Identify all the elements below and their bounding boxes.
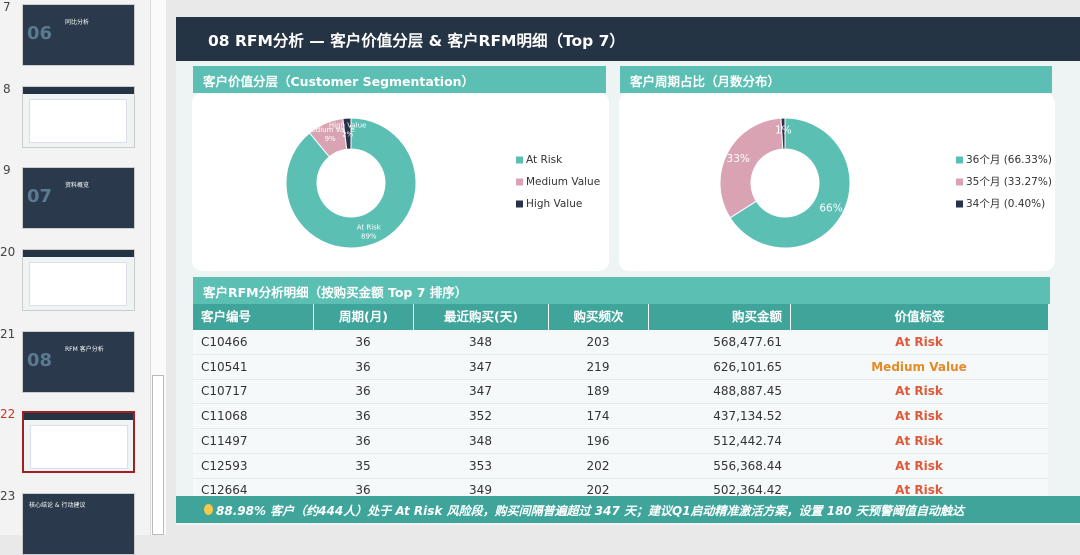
chart-card (619, 93, 1055, 271)
scroll-thumb[interactable] (152, 375, 164, 535)
table-cell: 488,887.45 (713, 384, 782, 399)
slide-thumbnail[interactable]: 核心结论 & 行动建议 (22, 493, 135, 555)
slide-thumbnail[interactable]: 06 同比分析 (22, 4, 135, 66)
bulb-icon (204, 504, 213, 515)
slide-number: 8 (3, 82, 11, 96)
table-cell: 36 (355, 409, 371, 424)
table-cell: C12593 (201, 458, 248, 473)
column-header-row (193, 304, 1048, 330)
row-divider (193, 477, 1048, 479)
table-cell: 568,477.61 (713, 335, 782, 349)
row-divider (193, 378, 1048, 380)
table-cell: 202 (586, 458, 610, 473)
slide-thumbnail[interactable] (22, 86, 135, 148)
table-cell: 349 (469, 483, 492, 498)
table-cell: C10466 (201, 335, 248, 349)
chart-card (192, 93, 609, 271)
table-cell: 203 (586, 335, 610, 349)
row-divider (193, 452, 1048, 454)
row-divider (193, 403, 1048, 405)
slide-thumbnail[interactable] (22, 411, 135, 473)
thumb-title: 同比分析 (65, 19, 90, 26)
slide-thumbnail[interactable] (22, 249, 135, 311)
panel-header: 客户周期占比（月数分布） (620, 66, 1052, 93)
table-body (193, 304, 1048, 509)
table-cell: 174 (586, 409, 610, 424)
table-cell: 347 (469, 359, 492, 374)
slide: 08 RFM分析 — 客户价值分层 & 客户RFM明细（Top 7） 客户价值分… (176, 17, 1080, 525)
thumb-bar (23, 87, 134, 94)
slide-number: 7 (3, 0, 11, 14)
table-cell: 353 (469, 458, 492, 473)
thumb-number: 06 (27, 23, 53, 44)
table-cell: 196 (586, 433, 610, 448)
thumb-content (30, 425, 128, 469)
slide-number: 22 (0, 407, 16, 421)
value-tag: Medium Value (871, 359, 967, 374)
value-tag: At Risk (895, 483, 943, 498)
table-cell: 36 (355, 384, 371, 399)
table-cell: 189 (586, 384, 610, 399)
column-header: 购买金额 (648, 304, 790, 330)
table-cell: 556,368.44 (713, 458, 782, 473)
table-cell: 626,101.65 (713, 359, 782, 374)
value-tag: At Risk (895, 335, 943, 349)
slide-number: 20 (0, 245, 16, 259)
column-header: 客户编号 (201, 309, 252, 324)
column-header: 价值标签 (790, 304, 1048, 330)
panel-header: 客户价值分层（Customer Segmentation） (193, 66, 606, 93)
slide-thumbnail[interactable]: 07 资料概览 (22, 167, 135, 229)
table-cell: 36 (355, 359, 371, 374)
thumb-title: 核心结论 & 行动建议 (29, 502, 86, 509)
value-tag: At Risk (895, 409, 943, 424)
thumb-bar (23, 250, 134, 257)
table-cell: C10541 (201, 359, 248, 374)
footer-banner: 88.98% 客户（约444人）处于 At Risk 风险段，购买间隔普遍超过 … (176, 496, 1080, 523)
table-cell: C12664 (201, 483, 248, 498)
column-header: 购买频次 (548, 304, 648, 330)
footer-text: 88.98% 客户（约444人）处于 At Risk 风险段，购买间隔普遍超过 … (216, 504, 964, 518)
thumb-content (29, 99, 127, 143)
thumb-number: 07 (27, 186, 53, 207)
row-divider (193, 354, 1048, 355)
table-cell: 35 (355, 458, 371, 473)
slide-number: 9 (3, 163, 11, 177)
slide-title: 08 RFM分析 — 客户价值分层 & 客户RFM明细（Top 7） (176, 17, 1080, 61)
value-tag: At Risk (895, 433, 943, 448)
table-cell: 36 (355, 483, 371, 498)
thumb-title: 资料概览 (65, 182, 90, 189)
table-cell: C10717 (201, 384, 248, 399)
table-cell: 502,364.42 (713, 483, 782, 498)
table-cell: 348 (469, 335, 492, 349)
table-cell: C11068 (201, 409, 248, 424)
slide-number: 21 (0, 327, 16, 341)
row-divider (193, 428, 1048, 430)
table-cell: 352 (469, 409, 492, 424)
column-header: 周期(月) (313, 304, 413, 330)
thumb-content (29, 262, 127, 306)
table-cell: 347 (469, 384, 492, 399)
slide-thumbnail[interactable]: 08 RFM 客户分析 (22, 331, 135, 393)
column-header: 最近购买(天) (413, 304, 548, 330)
value-tag: At Risk (895, 384, 943, 399)
table-cell: 348 (469, 433, 492, 448)
thumb-number: 08 (27, 350, 53, 371)
table-header: 客户RFM分析明细（按购买金额 Top 7 排序） (193, 277, 1050, 304)
table-cell: 437,134.52 (713, 409, 782, 424)
table-cell: 512,442.74 (713, 433, 782, 448)
table-cell: 219 (586, 359, 610, 374)
thumb-bar (24, 413, 133, 420)
table-cell: 36 (355, 335, 371, 349)
table-cell: 36 (355, 433, 371, 448)
table-cell: C11497 (201, 433, 248, 448)
thumb-title: RFM 客户分析 (65, 346, 104, 353)
value-tag: At Risk (895, 458, 943, 473)
table-cell: 202 (586, 483, 610, 498)
slide-number: 23 (0, 489, 16, 503)
